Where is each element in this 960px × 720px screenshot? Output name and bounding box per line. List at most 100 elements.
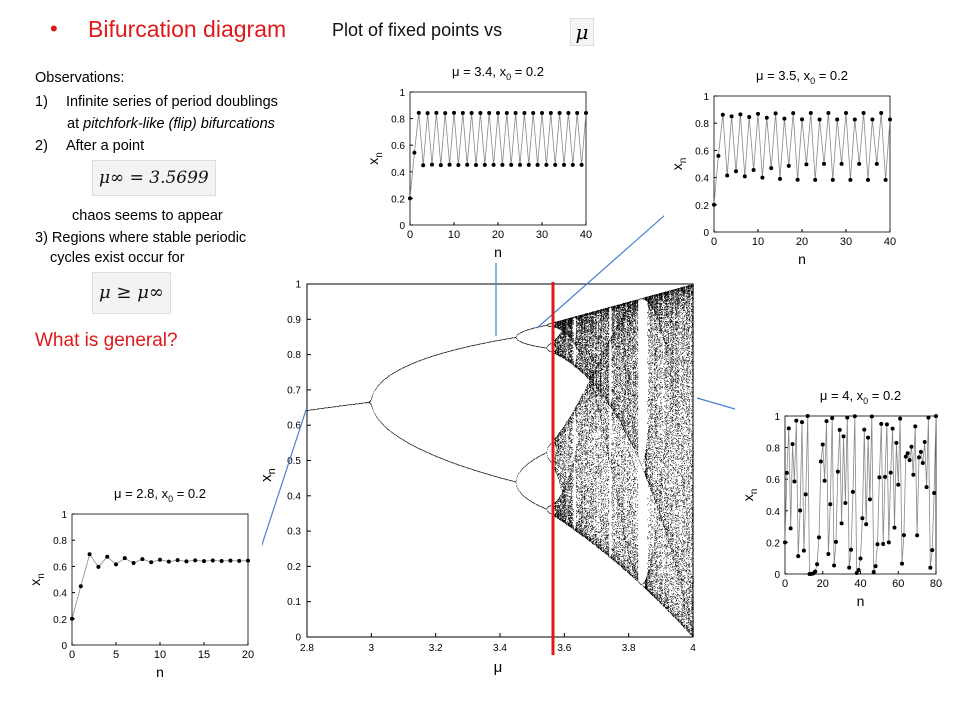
- bifurcation-point: [564, 341, 565, 342]
- bifurcation-point: [563, 357, 565, 358]
- bifurcation-point: [560, 340, 562, 342]
- bifurcation-point: [566, 437, 568, 439]
- bifurcation-point: [578, 507, 579, 508]
- bifurcation-point: [558, 465, 559, 466]
- bifurcation-point: [578, 488, 580, 489]
- bifurcation-point: [359, 403, 361, 404]
- bifurcation-point: [559, 334, 561, 335]
- bifurcation-point: [563, 334, 565, 335]
- bifurcation-point: [557, 449, 558, 451]
- observation-2: 2) After a point: [35, 136, 144, 156]
- bifurcation-point: [549, 350, 550, 352]
- bifurcation-ytick-label: 0: [295, 633, 301, 644]
- bifurcation-point: [558, 517, 559, 518]
- bifurcation-point: [571, 498, 573, 500]
- bifurcation-point: [555, 442, 557, 444]
- bifurcation-point: [523, 331, 524, 332]
- bifurcation-point: [344, 405, 346, 406]
- bifurcation-point: [569, 499, 570, 501]
- bifurcation-point: [571, 491, 573, 493]
- bifurcation-point: [562, 441, 563, 443]
- bifurcation-point: [577, 330, 578, 332]
- bifurcation-point: [534, 327, 536, 329]
- bifurcation-point: [566, 500, 568, 501]
- bifurcation-point: [566, 488, 568, 490]
- bifurcation-point: [562, 477, 563, 478]
- bifurcation-point: [560, 454, 562, 455]
- bifurcation-point: [573, 343, 574, 345]
- bifurcation-point: [555, 505, 557, 506]
- bifurcation-point: [563, 443, 564, 444]
- bifurcation-point: [386, 377, 388, 379]
- bifurcation-point: [560, 336, 562, 338]
- bifurcation-point: [548, 506, 549, 508]
- bifurcation-point: [560, 515, 562, 517]
- bifurcation-point: [558, 355, 559, 356]
- bifurcation-point: [555, 345, 556, 346]
- bifurcation-point: [558, 350, 559, 352]
- bifurcation-point: [428, 357, 430, 358]
- bifurcation-point: [562, 355, 564, 357]
- bifurcation-point: [542, 454, 544, 455]
- bifurcation-point: [562, 442, 564, 444]
- bifurcation-point: [472, 469, 474, 471]
- bifurcation-point: [357, 403, 358, 405]
- bifurcation-point: [557, 459, 559, 461]
- bifurcation-point: [539, 346, 541, 348]
- bifurcation-point: [393, 433, 394, 434]
- bifurcation-point: [565, 326, 567, 328]
- bifurcation-point: [561, 454, 562, 456]
- bifurcation-point: [562, 431, 564, 433]
- bifurcation-xtick-label: 4: [690, 643, 696, 654]
- bifurcation-point: [560, 500, 561, 502]
- bifurcation-point: [561, 445, 562, 447]
- bifurcation-point: [562, 439, 563, 440]
- bifurcation-point: [483, 472, 484, 474]
- bifurcation-point: [471, 469, 473, 470]
- bifurcation-point: [556, 437, 557, 438]
- bifurcation-point: [571, 493, 572, 495]
- bifurcation-point: [557, 500, 559, 501]
- bifurcation-point: [421, 359, 422, 361]
- bifurcation-point: [560, 501, 562, 502]
- bifurcation-point: [570, 507, 572, 509]
- bifurcation-point: [557, 460, 558, 461]
- bifurcation-point: [563, 355, 565, 357]
- bifurcation-point: [464, 466, 465, 468]
- bifurcation-point: [576, 361, 577, 363]
- bifurcation-point: [580, 347, 581, 348]
- bifurcation-point: [556, 350, 557, 352]
- bifurcation-point: [560, 453, 561, 455]
- bifurcation-point: [560, 511, 561, 513]
- bifurcation-point: [523, 467, 525, 468]
- bifurcation-point: [502, 339, 503, 341]
- bifurcation-point: [501, 339, 503, 341]
- bifurcation-point: [578, 338, 579, 339]
- bifurcation-point: [483, 343, 484, 344]
- bifurcation-point: [562, 333, 564, 334]
- bifurcation-point: [566, 461, 568, 463]
- bifurcation-point: [560, 475, 562, 476]
- bifurcation-point: [555, 506, 557, 507]
- bifurcation-point: [580, 457, 581, 459]
- bifurcation-point: [565, 439, 566, 441]
- bifurcation-point: [563, 495, 564, 497]
- bifurcation-point: [441, 353, 443, 354]
- bifurcation-point: [558, 434, 560, 435]
- bifurcation-point: [555, 470, 557, 472]
- bifurcation-point: [561, 355, 562, 357]
- bifurcation-point: [558, 506, 559, 507]
- bifurcation-point: [560, 515, 561, 516]
- bifurcation-point: [565, 516, 567, 518]
- bifurcation-point: [560, 355, 562, 356]
- bifurcation-point: [539, 456, 540, 457]
- bifurcation-point: [561, 333, 562, 334]
- bifurcation-point: [576, 452, 578, 453]
- bifurcation-point: [571, 472, 573, 474]
- bifurcation-point: [556, 505, 557, 507]
- bifurcation-point: [570, 437, 572, 439]
- bifurcation-point: [569, 462, 571, 464]
- bifurcation-point: [517, 340, 519, 341]
- bifurcation-point: [564, 356, 565, 358]
- observation-1-cont-prefix: at: [67, 116, 83, 132]
